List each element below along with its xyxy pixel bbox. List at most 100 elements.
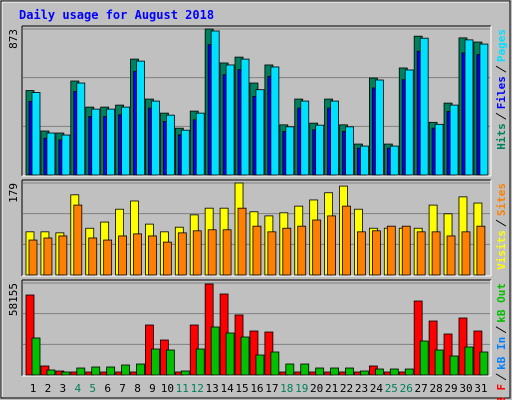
bar bbox=[270, 351, 280, 376]
bar bbox=[479, 351, 489, 376]
x-tick-label: 2 bbox=[45, 382, 52, 395]
bar bbox=[162, 241, 172, 276]
bar bbox=[225, 332, 235, 376]
bar bbox=[282, 227, 292, 276]
x-tick-label: 20 bbox=[310, 382, 323, 395]
x-tick-label: 17 bbox=[265, 382, 278, 395]
bar bbox=[434, 349, 444, 376]
legend-separator bbox=[495, 326, 507, 334]
bar bbox=[240, 336, 250, 376]
bar bbox=[416, 231, 426, 276]
legend-entry: kB Out bbox=[495, 283, 508, 323]
x-tick-label: 6 bbox=[104, 382, 111, 395]
bar bbox=[61, 134, 71, 176]
legend: Hits Files Pages bbox=[495, 29, 508, 150]
bar bbox=[327, 215, 337, 276]
bar bbox=[300, 363, 310, 376]
bar bbox=[192, 230, 202, 276]
bar bbox=[401, 225, 411, 276]
bar bbox=[434, 123, 444, 176]
bar bbox=[148, 235, 157, 276]
bar bbox=[177, 232, 187, 276]
x-tick-label: 29 bbox=[444, 382, 457, 395]
bar bbox=[237, 207, 247, 276]
bar bbox=[76, 82, 86, 176]
x-tick-label: 11 bbox=[176, 382, 189, 395]
legend-entry: Pages bbox=[495, 29, 508, 62]
bar bbox=[315, 124, 325, 176]
bar bbox=[267, 231, 277, 276]
bar bbox=[31, 92, 41, 176]
bar bbox=[76, 367, 86, 376]
x-tick-label: 28 bbox=[429, 382, 442, 395]
x-tick-label: 26 bbox=[400, 382, 413, 395]
bar bbox=[255, 354, 265, 376]
bar bbox=[300, 100, 310, 176]
legend-entry: Files bbox=[495, 76, 508, 109]
bar bbox=[46, 132, 56, 176]
x-tick-label: 30 bbox=[459, 382, 472, 395]
bar bbox=[43, 237, 53, 276]
legend-entry: Hits bbox=[495, 123, 508, 150]
bar bbox=[285, 363, 295, 376]
x-tick-label: 1 bbox=[30, 382, 37, 395]
bar bbox=[165, 114, 175, 176]
bar bbox=[207, 229, 217, 276]
x-tick-label: 22 bbox=[340, 382, 353, 395]
x-tick-label: 4 bbox=[74, 382, 81, 395]
bar bbox=[345, 126, 354, 176]
y-tick-label: 179 bbox=[7, 183, 20, 203]
bar bbox=[330, 367, 340, 376]
bar bbox=[118, 235, 127, 276]
bar bbox=[222, 229, 232, 276]
bar bbox=[180, 370, 190, 376]
x-tick-label: 16 bbox=[250, 382, 263, 395]
bar bbox=[151, 348, 160, 376]
bar bbox=[449, 104, 459, 176]
bar bbox=[431, 231, 441, 276]
bar bbox=[46, 369, 56, 376]
bar bbox=[91, 108, 101, 176]
bar bbox=[136, 363, 145, 376]
x-tick-label: 19 bbox=[295, 382, 308, 395]
x-tick-label: 31 bbox=[474, 382, 487, 395]
bar bbox=[413, 300, 423, 376]
y-tick-label: 873 bbox=[7, 29, 20, 49]
legend: Visits Sites bbox=[495, 183, 508, 270]
bar bbox=[103, 239, 113, 276]
bar bbox=[374, 79, 384, 176]
bar bbox=[419, 340, 429, 376]
bar bbox=[58, 235, 68, 276]
x-tick-label: 23 bbox=[355, 382, 368, 395]
bar bbox=[249, 330, 259, 376]
bar bbox=[133, 233, 142, 276]
bar bbox=[136, 60, 145, 176]
bar bbox=[443, 333, 453, 376]
x-tick-label: 7 bbox=[119, 382, 126, 395]
x-tick-label: 24 bbox=[370, 382, 384, 395]
bar bbox=[270, 66, 280, 176]
bar bbox=[428, 320, 438, 376]
bar bbox=[240, 58, 250, 176]
bar bbox=[88, 237, 98, 276]
bar bbox=[419, 37, 429, 176]
x-tick-label: 9 bbox=[149, 382, 156, 395]
bar bbox=[360, 145, 369, 176]
bar bbox=[342, 205, 351, 276]
x-tick-label: 25 bbox=[385, 382, 398, 395]
x-tick-label: 18 bbox=[280, 382, 293, 395]
bar bbox=[195, 348, 205, 376]
bar bbox=[210, 30, 220, 176]
x-tick-label: 15 bbox=[235, 382, 248, 395]
bar bbox=[106, 366, 116, 376]
bar bbox=[357, 231, 366, 276]
bar bbox=[195, 112, 205, 176]
bar bbox=[386, 225, 396, 276]
bar bbox=[165, 349, 175, 376]
x-tick-label: 8 bbox=[134, 382, 141, 395]
bar bbox=[210, 326, 220, 376]
bar bbox=[315, 367, 325, 376]
bar bbox=[28, 239, 38, 276]
x-tick-label: 12 bbox=[191, 382, 204, 395]
